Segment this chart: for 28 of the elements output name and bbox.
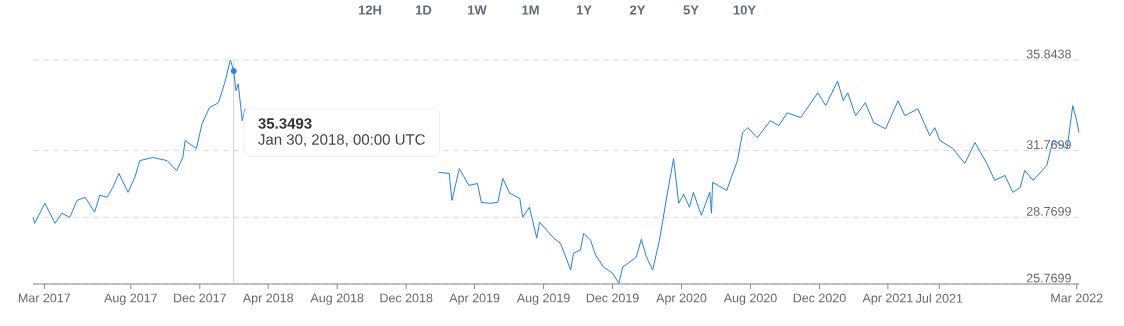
text: 1D bbox=[416, 5, 432, 15]
x-tick-label: Mar 2017 bbox=[18, 293, 71, 303]
text: 2Y bbox=[630, 5, 646, 15]
text: 10Y bbox=[733, 5, 756, 15]
x-tick-label: Aug 2020 bbox=[723, 293, 777, 305]
y-tick-label: 35.8438 bbox=[1026, 49, 1071, 59]
y-tick-label: 25.7699 bbox=[1026, 273, 1071, 283]
x-tick-label: Aug 2018 bbox=[310, 293, 364, 305]
x-tick-label: Apr 2020 bbox=[656, 293, 707, 305]
x-tick-label: Jul 2021 bbox=[915, 293, 963, 303]
x-tick-label: Dec 2020 bbox=[793, 293, 846, 303]
x-tick-label: Apr 2018 bbox=[242, 293, 294, 305]
x-tick-label: Dec 2018 bbox=[380, 293, 433, 303]
y-tick-label: 28.7699 bbox=[1026, 206, 1071, 216]
x-tick-label: Dec 2019 bbox=[586, 293, 639, 303]
text: 1M bbox=[522, 5, 539, 15]
x-tick-label: Apr 2019 bbox=[449, 293, 500, 305]
x-tick-label: Aug 2019 bbox=[516, 293, 570, 305]
annotation: 35.3493 bbox=[258, 118, 312, 129]
text: 5Y bbox=[683, 5, 699, 15]
annotation: Jan 30, 2018, 00:00 UTC bbox=[258, 134, 425, 147]
x-tick-label: Mar 2022 bbox=[1051, 293, 1103, 303]
x-tick-label: Dec 2017 bbox=[174, 293, 226, 303]
text: 1Y bbox=[576, 5, 592, 15]
x-tick-label: Aug 2017 bbox=[104, 293, 157, 305]
text: 1W bbox=[468, 5, 487, 15]
x-tick-label: Apr 2021 bbox=[862, 293, 913, 305]
text: 12H bbox=[358, 5, 382, 15]
